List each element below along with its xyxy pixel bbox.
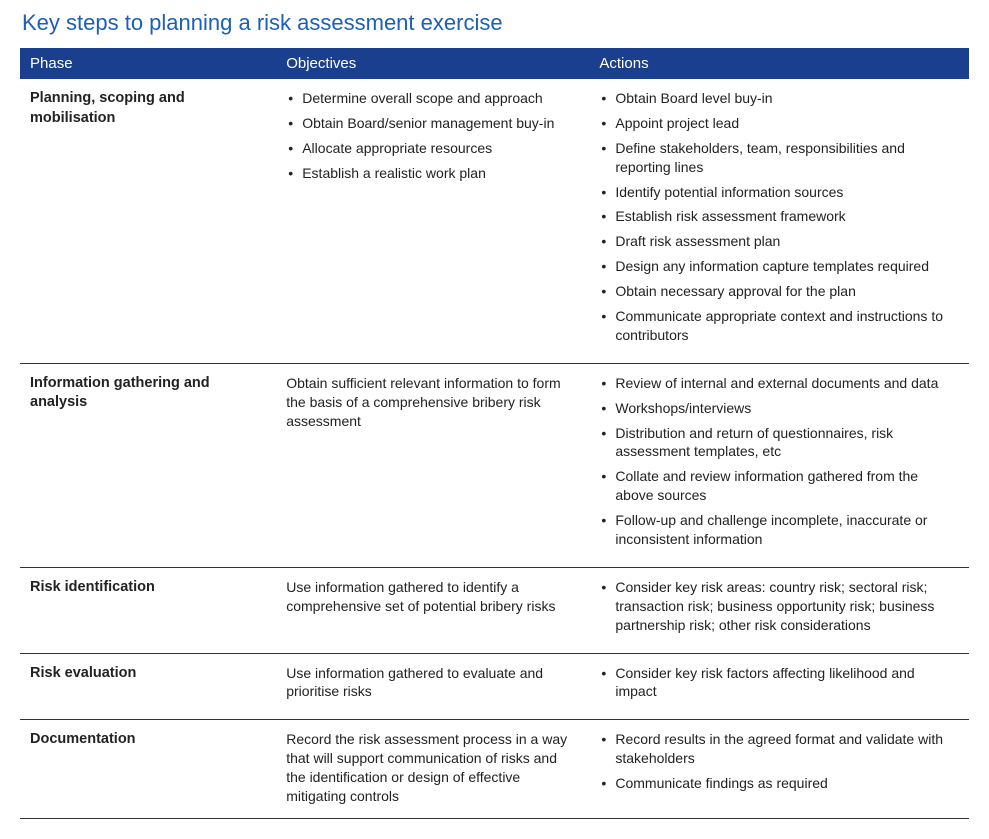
objectives-text: Use information gathered to evaluate and… xyxy=(286,664,579,702)
actions-item: Identify potential information sources xyxy=(599,183,959,202)
objectives-cell: Use information gathered to evaluate and… xyxy=(276,653,589,720)
phase-cell: Documentation xyxy=(20,720,276,819)
objectives-item: Establish a realistic work plan xyxy=(286,164,579,183)
actions-cell: Consider key risk factors affecting like… xyxy=(589,653,969,720)
phase-cell: Planning, scoping and mobilisation xyxy=(20,79,276,363)
actions-item: Consider key risk areas: country risk; s… xyxy=(599,578,959,635)
table-row: Planning, scoping and mobilisationDeterm… xyxy=(20,79,969,363)
actions-item: Establish risk assessment framework xyxy=(599,207,959,226)
actions-item: Define stakeholders, team, responsibilit… xyxy=(599,139,959,177)
phase-cell: Information gathering and analysis xyxy=(20,363,276,567)
objectives-cell: Use information gathered to identify a c… xyxy=(276,567,589,653)
actions-cell: Obtain Board level buy-in Appoint project… xyxy=(589,79,969,363)
actions-item: Workshops/interviews xyxy=(599,399,959,418)
actions-item: Appoint project lead xyxy=(599,114,959,133)
table-row: Risk identification Use information gathe… xyxy=(20,567,969,653)
objectives-cell: Record the risk assessment process in a … xyxy=(276,720,589,819)
actions-list: Obtain Board level buy-in Appoint project… xyxy=(599,89,959,345)
objectives-list: Determine overall scope and approach Obta… xyxy=(286,89,579,183)
table-header-row: Phase Objectives Actions xyxy=(20,48,969,79)
col-header-phase: Phase xyxy=(20,48,276,79)
actions-cell: Consider key risk areas: country risk; s… xyxy=(589,567,969,653)
phase-cell: Risk evaluation xyxy=(20,653,276,720)
table-body: Planning, scoping and mobilisationDeterm… xyxy=(20,79,969,818)
actions-item: Communicate appropriate context and inst… xyxy=(599,307,959,345)
objectives-cell: Determine overall scope and approach Obta… xyxy=(276,79,589,363)
actions-item: Record results in the agreed format and … xyxy=(599,730,959,768)
objectives-text: Record the risk assessment process in a … xyxy=(286,730,579,806)
objectives-cell: Obtain sufficient relevant information t… xyxy=(276,363,589,567)
objectives-item: Obtain Board/senior management buy-in xyxy=(286,114,579,133)
actions-item: Collate and review information gathered … xyxy=(599,467,959,505)
objectives-item: Allocate appropriate resources xyxy=(286,139,579,158)
actions-cell: Record results in the agreed format and … xyxy=(589,720,969,819)
actions-item: Consider key risk factors affecting like… xyxy=(599,664,959,702)
actions-list: Review of internal and external document… xyxy=(599,374,959,549)
col-header-actions: Actions xyxy=(589,48,969,79)
actions-cell: Review of internal and external document… xyxy=(589,363,969,567)
risk-assessment-table: Phase Objectives Actions Planning, scopi… xyxy=(20,48,969,819)
actions-list: Consider key risk factors affecting like… xyxy=(599,664,959,702)
actions-item: Draft risk assessment plan xyxy=(599,232,959,251)
table-row: Information gathering and analysisObtain… xyxy=(20,363,969,567)
actions-item: Review of internal and external document… xyxy=(599,374,959,393)
actions-item: Design any information capture templates… xyxy=(599,257,959,276)
objectives-item: Determine overall scope and approach xyxy=(286,89,579,108)
actions-item: Obtain necessary approval for the plan xyxy=(599,282,959,301)
col-header-objectives: Objectives xyxy=(276,48,589,79)
actions-item: Communicate findings as required xyxy=(599,774,959,793)
actions-item: Obtain Board level buy-in xyxy=(599,89,959,108)
phase-cell: Risk identification xyxy=(20,567,276,653)
actions-list: Record results in the agreed format and … xyxy=(599,730,959,793)
objectives-text: Obtain sufficient relevant information t… xyxy=(286,374,579,431)
table-row: Risk evaluation Use information gathered … xyxy=(20,653,969,720)
actions-item: Follow-up and challenge incomplete, inac… xyxy=(599,511,959,549)
objectives-text: Use information gathered to identify a c… xyxy=(286,578,579,616)
actions-item: Distribution and return of questionnaire… xyxy=(599,424,959,462)
page-title: Key steps to planning a risk assessment … xyxy=(22,10,969,36)
table-row: DocumentationRecord the risk assessment … xyxy=(20,720,969,819)
actions-list: Consider key risk areas: country risk; s… xyxy=(599,578,959,635)
